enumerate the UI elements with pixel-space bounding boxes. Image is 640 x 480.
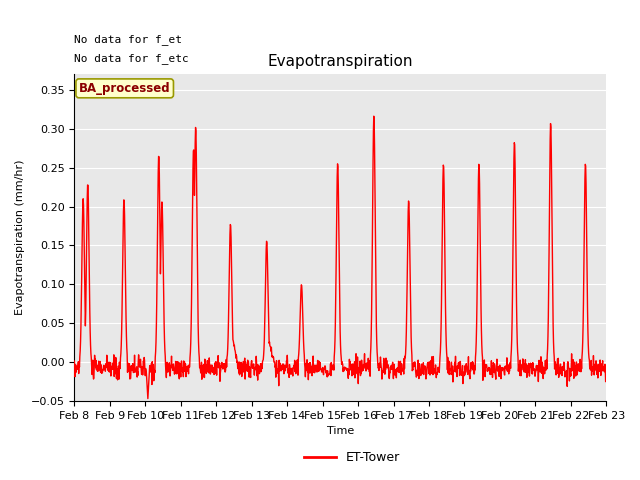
- Legend: ET-Tower: ET-Tower: [300, 446, 404, 469]
- Text: BA_processed: BA_processed: [79, 82, 170, 95]
- Text: No data for f_et: No data for f_et: [74, 34, 182, 45]
- X-axis label: Time: Time: [326, 426, 354, 436]
- Text: No data for f_etc: No data for f_etc: [74, 53, 189, 64]
- Title: Evapotranspiration: Evapotranspiration: [268, 54, 413, 69]
- Y-axis label: Evapotranspiration (mm/hr): Evapotranspiration (mm/hr): [15, 160, 25, 315]
